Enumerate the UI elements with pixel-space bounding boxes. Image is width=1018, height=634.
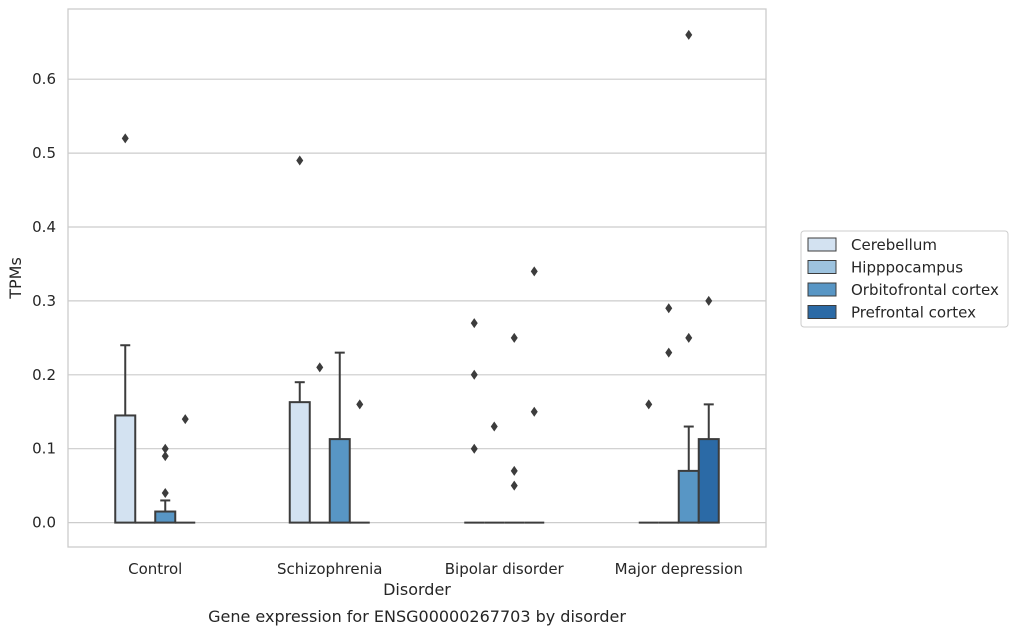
legend: Cerebellum Hipppocampus Orbitofrontal cort… [800,230,1009,328]
bars [114,344,720,524]
outlier-point [161,451,169,462]
outlier-point [665,303,673,314]
y-axis-label: TPMs [6,257,25,300]
chart-caption: Gene expression for ENSG00000267703 by d… [208,607,626,626]
y-tick-label: 0.6 [32,70,56,88]
y-tick-label: 0.5 [32,144,56,162]
legend-swatch [807,305,837,319]
x-tick-label: Control [128,560,182,578]
legend-label: Orbitofrontal cortex [851,281,999,299]
outlier-point [685,29,693,40]
legend-label: Hipppocampus [851,259,963,277]
y-tick-label: 0.0 [32,514,56,532]
y-tick-label: 0.1 [32,440,56,458]
outlier-point [161,488,169,499]
outlier-points [121,29,713,499]
legend-label: Prefrontal cortex [851,304,976,322]
plot-frame [67,8,767,548]
y-tick-label: 0.4 [32,218,56,236]
outlier-point [161,443,169,454]
outlier-point [316,362,324,373]
legend-swatch [807,237,837,252]
bar [114,414,137,524]
legend-swatch [807,282,837,297]
bar [697,438,720,524]
bar [677,469,700,524]
legend-swatch [807,260,837,274]
outlier-point [510,480,518,491]
legend-frame [800,230,1009,328]
bar [328,438,351,524]
outlier-point [181,414,189,425]
gridlines [68,78,766,524]
outlier-point [685,332,693,343]
outlier-point [356,399,364,410]
outlier-point [470,369,478,380]
outlier-point [530,266,538,277]
outlier-point [121,133,129,144]
outlier-point [296,155,304,166]
bar [288,401,311,524]
y-tick-labels: 0.0 0.1 0.2 0.3 0.4 0.5 0.6 [32,70,56,531]
outlier-point [665,347,673,358]
outlier-point [510,332,518,343]
x-tick-label: Bipolar disorder [445,560,565,578]
x-tick-label: Schizophrenia [277,560,382,578]
bar [154,510,177,524]
x-tick-label: Major depression [615,560,743,578]
legend-label: Cerebellum [851,236,937,254]
outlier-point [470,443,478,454]
outlier-point [510,465,518,476]
outlier-point [470,318,478,329]
outlier-point [645,399,653,410]
outlier-point [530,406,538,417]
x-axis-label: Disorder [383,580,451,599]
y-tick-label: 0.2 [32,366,56,384]
outlier-point [490,421,498,432]
y-tick-label: 0.3 [32,292,56,310]
outlier-point [705,295,713,306]
x-tick-labels: Control Schizophrenia Bipolar disorder Majo… [128,560,743,578]
